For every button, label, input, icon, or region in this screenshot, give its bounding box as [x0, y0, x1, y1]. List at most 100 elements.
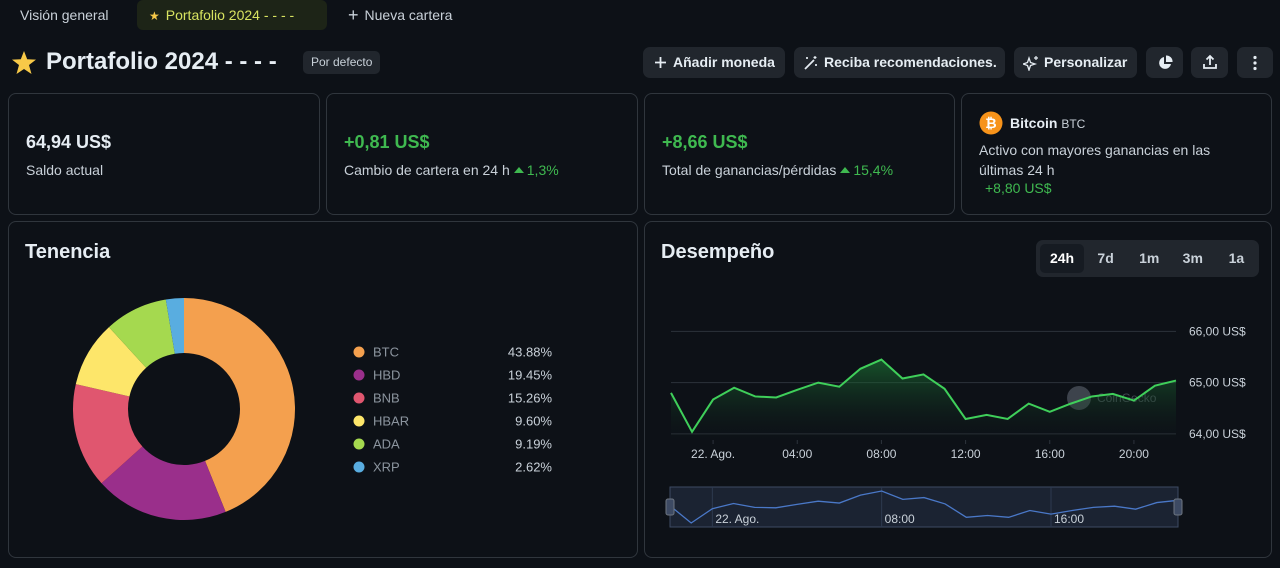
button-label: Añadir moneda	[673, 54, 775, 70]
x-tick-label: 08:00	[866, 447, 896, 461]
range-button[interactable]: 24h	[1040, 244, 1084, 273]
chart-button[interactable]	[1146, 47, 1183, 78]
range-selector: 24h 7d 1m 3m 1a	[1036, 240, 1259, 277]
stat-change: 1,3%	[526, 162, 559, 178]
stat-label: Saldo actual	[26, 162, 104, 178]
tab[interactable]: + Nueva cartera	[336, 0, 464, 30]
legend-swatch	[353, 369, 365, 381]
stat-row: Cambio de cartera en 24 h 1,3%	[344, 162, 559, 178]
asset-name: Bitcoin	[1010, 115, 1058, 131]
x-tick-label: 20:00	[1119, 447, 1149, 461]
legend-label: XRP	[373, 460, 400, 475]
stat-label: Total de ganancias/pérdidas	[662, 162, 837, 178]
tab[interactable]: Visión general	[8, 0, 120, 30]
navigator-handle	[1173, 498, 1183, 516]
x-tick-label: 16:00	[1035, 447, 1065, 461]
asset-gain: +8,80 US$	[985, 180, 1052, 196]
area	[671, 359, 1176, 440]
legend-value: 2.62%	[515, 460, 552, 475]
line	[670, 358, 1177, 434]
up-arrow	[513, 167, 524, 174]
tab[interactable]: ★ Portafolio 2024 - - - -	[137, 0, 327, 30]
holdings-chart: BTC 43.88% HBD 19.45% BNB 15.26% HBAR 9.60% ADA 9…	[73, 298, 553, 520]
pie-icon	[1159, 55, 1173, 69]
tab-label: Visión general	[20, 7, 109, 23]
stat-value: 64,94 US$	[26, 132, 112, 152]
asset-name-row: Bitcoin BTC	[1010, 115, 1085, 131]
legend-value: 19.45%	[508, 368, 553, 383]
customize-button[interactable]: Personalizar	[1014, 47, 1137, 78]
pie-slice	[73, 384, 143, 484]
wand-icon	[804, 56, 817, 70]
bitcoin-glyph: ₿	[985, 115, 996, 131]
tab-label: Portafolio 2024 - - - -	[165, 7, 295, 23]
panel-title: Desempeño	[661, 241, 775, 263]
share-button[interactable]	[1191, 47, 1228, 78]
legend-label: BTC	[373, 345, 399, 360]
navigator-tick-label: 22. Ago.	[715, 512, 759, 526]
asset-description: Activo con mayores ganancias en las últi…	[979, 142, 1211, 178]
button-label: Personalizar	[1044, 54, 1128, 70]
navigator-handle	[665, 498, 675, 516]
badge: Por defecto	[303, 51, 381, 74]
legend-value: 43.88%	[508, 345, 553, 360]
legend-value: 9.60%	[515, 414, 552, 429]
y-tick-label: 66,00 US$	[1189, 324, 1246, 338]
legend-label: HBD	[373, 368, 400, 383]
sparkle-icon	[1023, 55, 1038, 71]
button-label: Reciba recomendaciones.	[824, 54, 997, 70]
performance-chart: 64,00 US$ 65,00 US$ 66,00 US$ 22. Ago. 04:00…	[665, 324, 1246, 528]
pie-slice	[165, 298, 184, 354]
stat-card: 64,94 US$ Saldo actual	[8, 93, 320, 215]
legend-label: ADA	[373, 437, 400, 452]
stat-change: 15,4%	[853, 162, 894, 178]
legend-swatch	[353, 415, 365, 427]
recommendations-button[interactable]: Reciba recomendaciones.	[794, 47, 1005, 78]
pie-slice	[184, 298, 296, 512]
panel-title: Tenencia	[25, 241, 111, 263]
add-coin-button[interactable]: Añadir moneda	[643, 47, 785, 78]
pie-slice	[101, 446, 226, 520]
stat-value: +8,66 US$	[662, 132, 748, 152]
asset-symbol: BTC	[1061, 117, 1086, 131]
share-icon	[1203, 54, 1217, 69]
star-icon	[12, 51, 36, 74]
dots-icon	[1253, 55, 1257, 71]
range-button[interactable]: 3m	[1182, 250, 1203, 266]
stat-row: Total de ganancias/pérdidas 15,4%	[662, 162, 893, 178]
legend-swatch	[353, 346, 365, 358]
legend-value: 15.26%	[508, 391, 553, 406]
legend-swatch	[353, 438, 365, 450]
stat-card: +0,81 US$ Cambio de cartera en 24 h 1,3%	[326, 93, 638, 215]
range-button[interactable]: 7d	[1097, 250, 1114, 266]
plus-icon	[655, 57, 666, 68]
x-tick-label: 12:00	[951, 447, 981, 461]
range-button[interactable]: 1a	[1228, 250, 1245, 266]
bitcoin-icon: ₿	[979, 111, 1003, 135]
legend-swatch	[353, 392, 365, 404]
navigator-tick-label: 08:00	[885, 512, 915, 526]
pie-slice	[108, 299, 175, 368]
plus-icon: +	[348, 5, 359, 25]
top-gainer-card: ₿ Bitcoin BTC Activo con mayores gananci…	[961, 93, 1272, 215]
x-tick-label: 04:00	[782, 447, 812, 461]
legend-label: HBAR	[373, 414, 409, 429]
navigator-line	[669, 490, 1179, 524]
star-icon: ★	[149, 9, 160, 23]
range-button[interactable]: 1m	[1139, 250, 1160, 266]
more-button[interactable]	[1237, 47, 1273, 78]
pie-slice	[75, 327, 147, 397]
legend-label: BNB	[373, 391, 400, 406]
x-tick-label: 22. Ago.	[691, 447, 735, 461]
holdings-panel: Tenencia	[8, 221, 638, 558]
tab-label: Nueva cartera	[364, 7, 453, 23]
performance-panel: Desempeño 24h 7d 1m 3m 1a	[644, 221, 1272, 558]
y-tick-label: 65,00 US$	[1189, 376, 1246, 390]
navigator-tick-label: 16:00	[1054, 512, 1084, 526]
page-title: Portafolio 2024 - - - -	[46, 48, 277, 75]
y-tick-label: 64,00 US$	[1189, 427, 1246, 441]
legend-swatch	[353, 461, 365, 473]
up-arrow	[840, 167, 851, 174]
legend-value: 9.19%	[515, 437, 552, 452]
